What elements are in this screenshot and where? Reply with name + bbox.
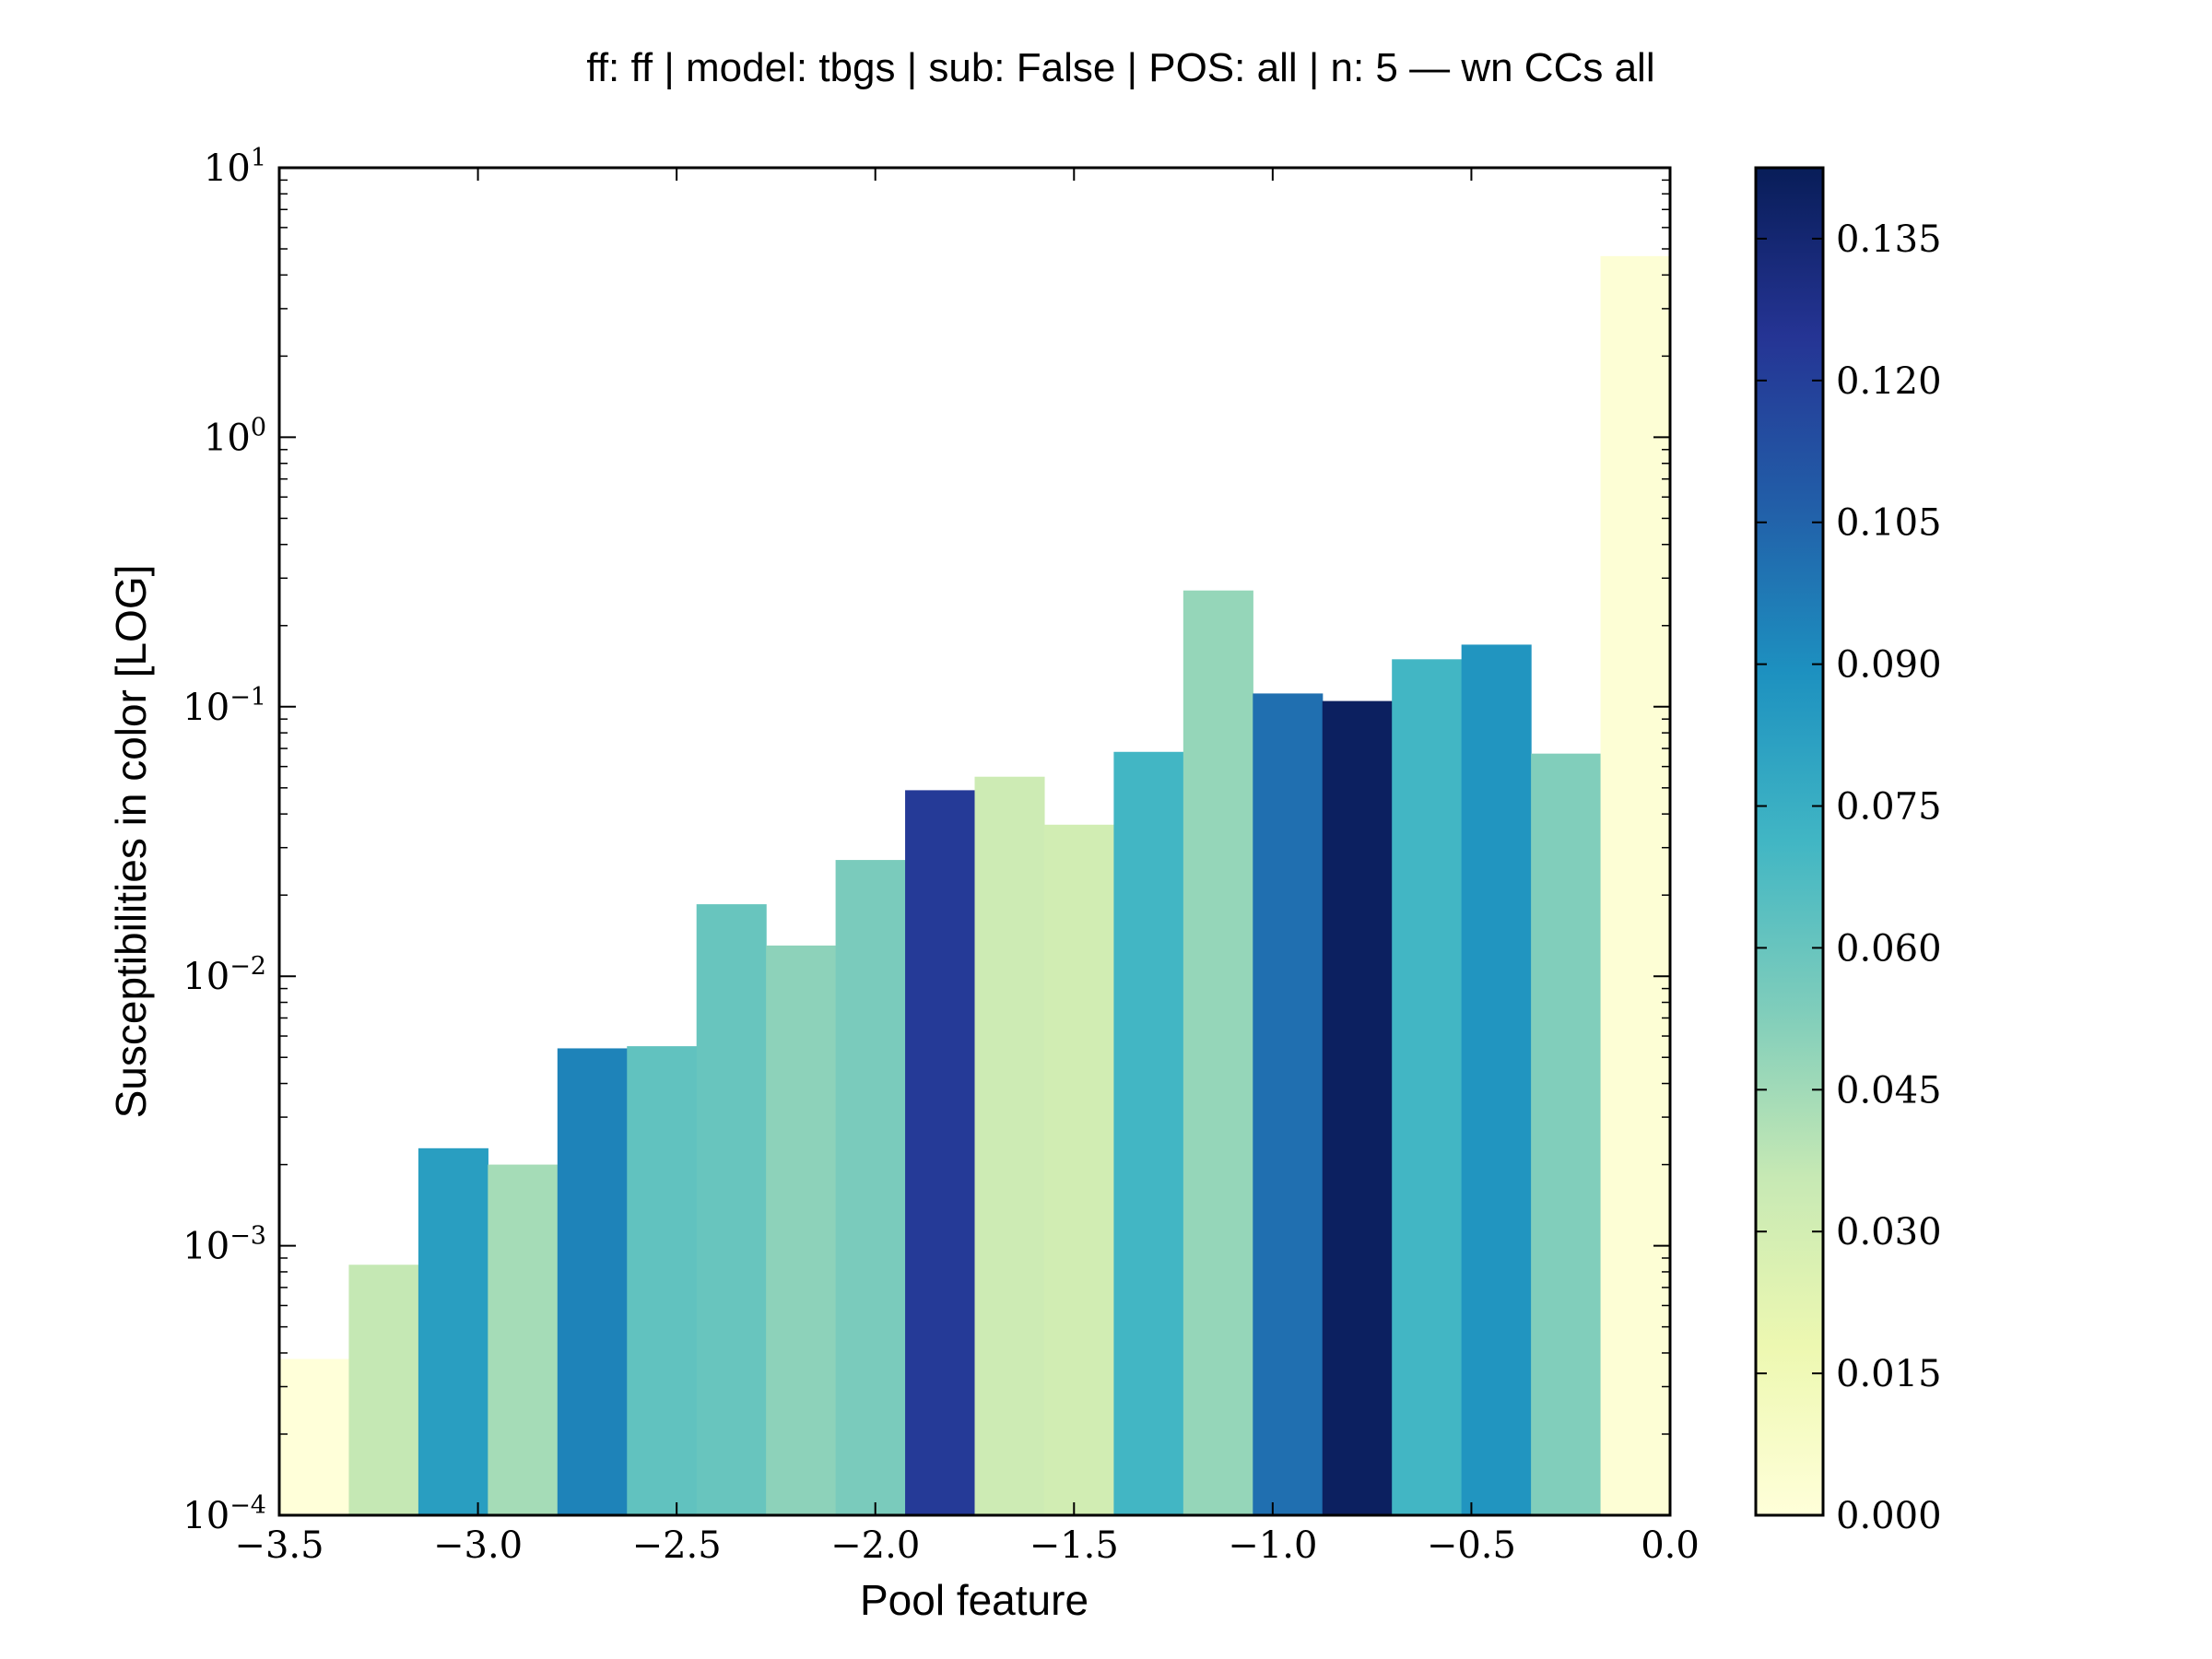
x-tick-label: −3.5 (234, 1524, 324, 1567)
histogram-bar (1322, 700, 1393, 1515)
x-tick-label: −2.5 (632, 1524, 722, 1567)
colorbar-tick-label: 0.075 (1836, 786, 1942, 829)
x-axis-label: Pool feature (860, 1576, 1088, 1624)
y-tick-label: 10−2 (182, 952, 266, 998)
histogram-bar (557, 1048, 628, 1515)
histogram-bar (766, 945, 837, 1515)
colorbar-tick-label: 0.045 (1836, 1069, 1942, 1112)
colorbar-tick-label: 0.105 (1836, 502, 1942, 545)
y-tick-label: 10−4 (182, 1491, 266, 1537)
y-tick-label: 10−3 (182, 1222, 266, 1268)
histogram-bar (696, 904, 767, 1515)
x-tick-label: −1.0 (1228, 1524, 1317, 1567)
colorbar-tick-label: 0.015 (1836, 1353, 1942, 1395)
histogram-bar (488, 1164, 559, 1515)
plot-frame (277, 166, 1672, 1517)
histogram-bar (1392, 659, 1463, 1515)
x-tick-label: −3.0 (433, 1524, 523, 1567)
colorbar-ticks: 0.000 0.015 0.030 0.045 0.060 0.075 0.090 0.105… (1756, 218, 1942, 1537)
y-axis: 10−4 10−3 10−2 10−1 100 101 (182, 144, 1670, 1537)
histogram-bar (974, 776, 1045, 1515)
colorbar-tick-label: 0.060 (1836, 927, 1942, 970)
histogram-bar (1461, 644, 1532, 1515)
histogram-bar (1253, 693, 1324, 1515)
x-axis: −3.5 −3.0 −2.5 −2.0 −1.5 −1.0 −0.5 0.0 (234, 168, 1700, 1567)
colorbar-tick-label: 0.030 (1836, 1211, 1942, 1253)
histogram-bar (348, 1265, 419, 1515)
colorbar-tick-label: 0.120 (1836, 360, 1942, 403)
chart-title: ff: ff | model: tbgs | sub: False | POS:… (586, 45, 1654, 90)
x-tick-label: −1.5 (1030, 1524, 1119, 1567)
y-tick-label: 101 (204, 144, 266, 190)
y-axis-label: Susceptibilities in color [LOG] (107, 565, 155, 1119)
x-tick-label: 0.0 (1641, 1524, 1700, 1567)
histogram-bar (627, 1046, 698, 1515)
x-tick-label: −2.0 (830, 1524, 920, 1567)
colorbar-tick-label: 0.090 (1836, 644, 1942, 687)
histogram-bar (279, 1359, 350, 1515)
bars-layer (279, 255, 1671, 1515)
histogram-bar (1531, 753, 1602, 1515)
histogram-bar (1600, 255, 1671, 1515)
histogram-bar (905, 790, 976, 1515)
histogram-bar (418, 1147, 488, 1515)
x-tick-label: −0.5 (1427, 1524, 1516, 1567)
histogram-bar (835, 860, 906, 1515)
histogram-bar (1043, 824, 1114, 1515)
histogram-bar (1113, 751, 1184, 1515)
y-tick-label: 10−1 (182, 683, 266, 729)
colorbar-gradient (1754, 166, 1825, 1517)
colorbar-tick-label: 0.135 (1836, 218, 1942, 261)
colorbar-tick-label: 0.000 (1836, 1495, 1942, 1537)
y-tick-label: 100 (204, 413, 266, 459)
histogram-bar (1182, 590, 1253, 1515)
